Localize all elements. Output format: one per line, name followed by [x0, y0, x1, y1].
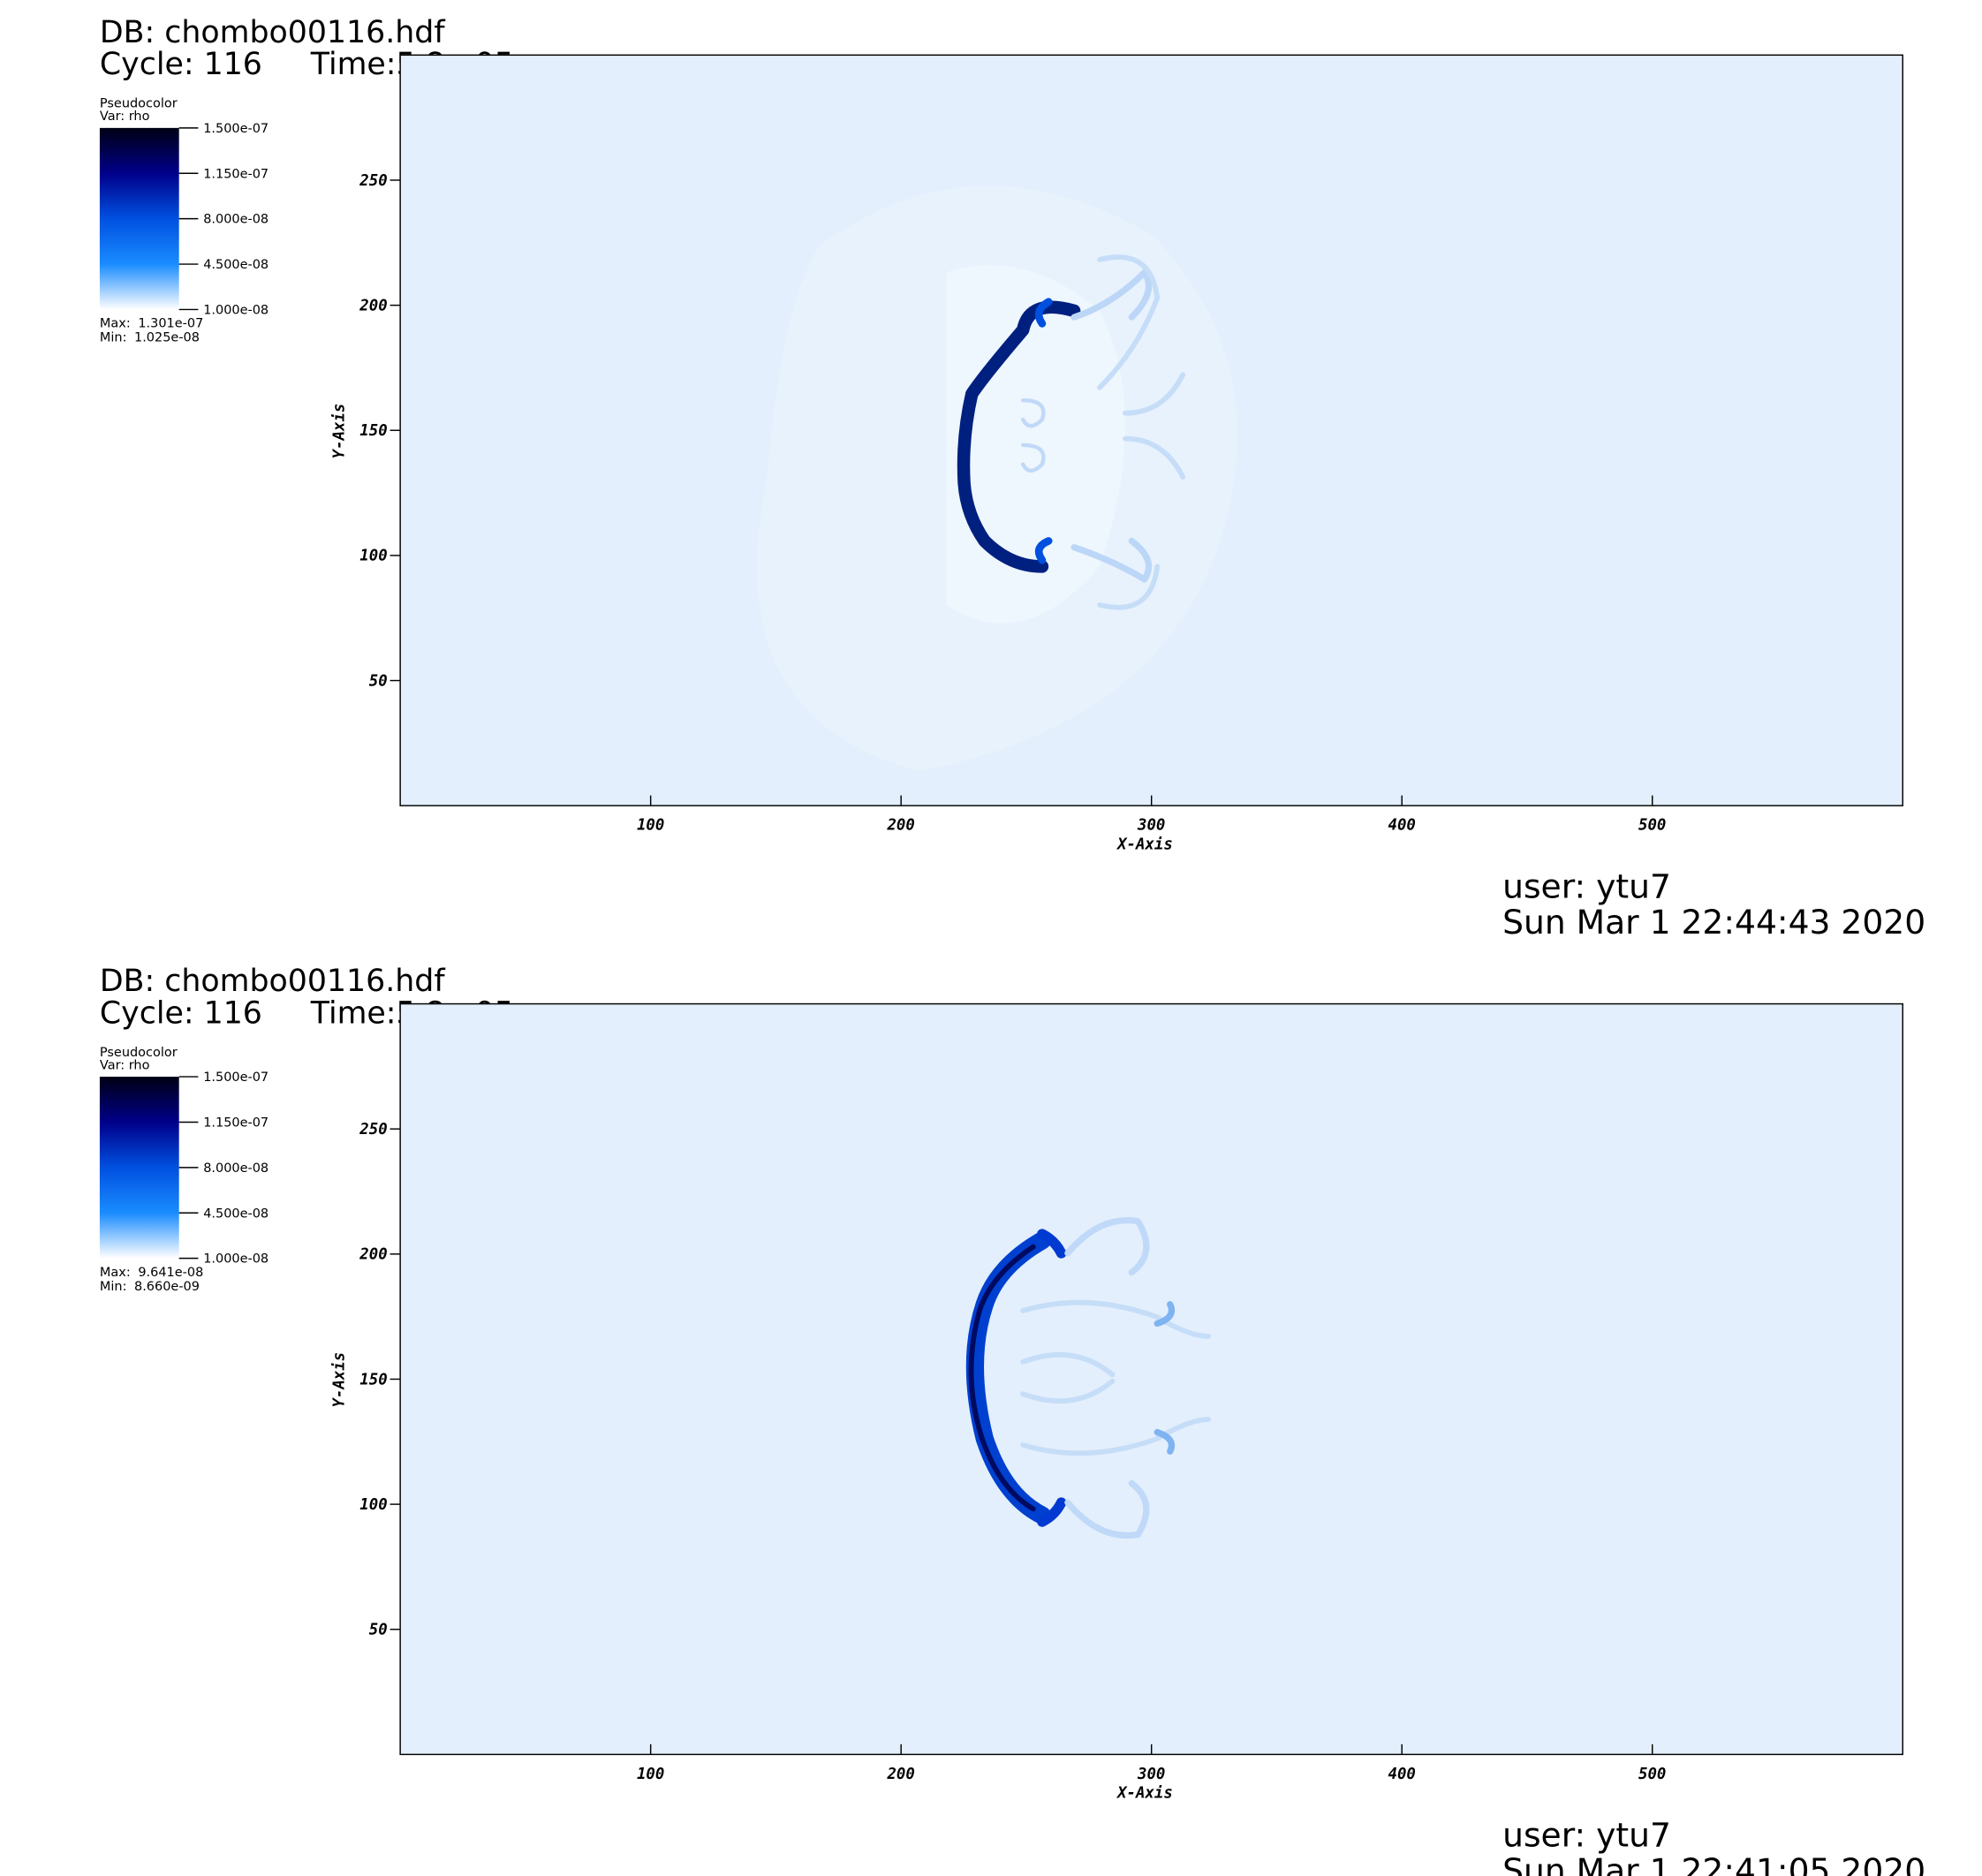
field-structure — [1020, 1351, 1116, 1404]
y-tick-label: 150 — [359, 1371, 387, 1388]
colorbar-variable: Var: rho — [100, 110, 150, 124]
x-tick-label: 500 — [1638, 817, 1666, 835]
field-structure — [1097, 254, 1161, 610]
y-axis-title: Y-Axis — [330, 1352, 348, 1408]
colorbar-tick-label: 1.000e-08 — [203, 1252, 269, 1267]
y-tick-label: 100 — [359, 548, 387, 565]
field-structure — [1123, 372, 1186, 480]
min-text: Min: — [100, 331, 127, 345]
colorbar-tick-label: 8.000e-08 — [203, 1161, 269, 1176]
field-structure — [1034, 298, 1053, 564]
date-label: Sun Mar 1 22:41:05 2020 — [1502, 1851, 1925, 1876]
colorbar-tick-label: 1.150e-07 — [203, 167, 269, 181]
x-tick-label: 400 — [1388, 817, 1416, 835]
field-structure — [1037, 1229, 1067, 1527]
colorbar-tick-label: 1.500e-07 — [203, 122, 269, 136]
x-tick-label: 300 — [1137, 817, 1165, 835]
y-axis-title: Y-Axis — [330, 404, 348, 459]
colorbar-tick-label: 1.150e-07 — [203, 1116, 269, 1131]
field-structure — [946, 265, 1126, 624]
min-text: Min: — [100, 1280, 127, 1294]
colorbar-tick-label: 4.500e-08 — [203, 1207, 269, 1221]
x-tick-label: 100 — [637, 817, 664, 835]
field-structure — [1021, 398, 1046, 473]
max-value: 1.301e-07 — [138, 317, 203, 331]
y-tick-label: 250 — [359, 172, 387, 190]
y-tick-label: 100 — [359, 1496, 387, 1514]
colorbar-title: Pseudocolor — [100, 1046, 178, 1060]
x-axis-title: X-Axis — [1116, 836, 1173, 853]
colorbar — [99, 127, 179, 310]
x-axis-title: X-Axis — [1116, 1785, 1173, 1803]
y-tick-label: 200 — [359, 1246, 387, 1264]
user-label: user: ytu7 — [1502, 1816, 1671, 1855]
max-text: Max: — [100, 1266, 131, 1280]
db-label: DB: chombo00116.hdf — [100, 15, 445, 50]
min-value: 8.660e-09 — [134, 1280, 200, 1294]
x-tick-label: 500 — [1638, 1766, 1666, 1783]
y-tick-label: 200 — [359, 297, 387, 314]
y-tick-label: 50 — [369, 1622, 388, 1639]
colorbar-tick-label: 1.500e-07 — [203, 1070, 269, 1085]
x-tick-label: 100 — [637, 1766, 664, 1783]
y-tick-label: 250 — [359, 1121, 387, 1138]
field-structure — [1020, 1299, 1212, 1456]
field-structure — [1154, 1301, 1176, 1455]
y-tick-label: 50 — [369, 672, 388, 690]
max-value: 9.641e-08 — [138, 1266, 203, 1280]
colorbar-variable: Var: rho — [100, 1058, 150, 1072]
y-tick-label: 150 — [359, 422, 387, 440]
colorbar-tick-label: 8.000e-08 — [203, 213, 269, 227]
field-structure — [968, 1244, 1036, 1512]
density-field — [757, 185, 1237, 772]
db-label: DB: chombo00116.hdf — [100, 964, 445, 999]
x-tick-label: 300 — [1137, 1766, 1165, 1783]
field-structure — [1064, 1217, 1150, 1539]
user-label: user: ytu7 — [1502, 866, 1671, 905]
colorbar-tick-label: 1.000e-08 — [203, 304, 269, 318]
field-structure — [1070, 269, 1153, 583]
x-tick-label: 200 — [886, 1766, 914, 1783]
min-value: 1.025e-08 — [134, 331, 200, 345]
field-structure — [957, 300, 1081, 573]
colorbar-title: Pseudocolor — [100, 97, 178, 111]
plot-area — [400, 1003, 1903, 1755]
max-text: Max: — [100, 317, 131, 331]
density-field — [965, 1217, 1212, 1539]
cycle-label: Cycle: 116 — [100, 995, 262, 1031]
cycle-label: Cycle: 116 — [100, 47, 262, 82]
x-tick-label: 400 — [1388, 1766, 1416, 1783]
colorbar-tick-label: 4.500e-08 — [203, 258, 269, 272]
colorbar — [99, 1077, 179, 1259]
date-label: Sun Mar 1 22:44:43 2020 — [1502, 903, 1925, 942]
x-tick-label: 200 — [886, 817, 914, 835]
